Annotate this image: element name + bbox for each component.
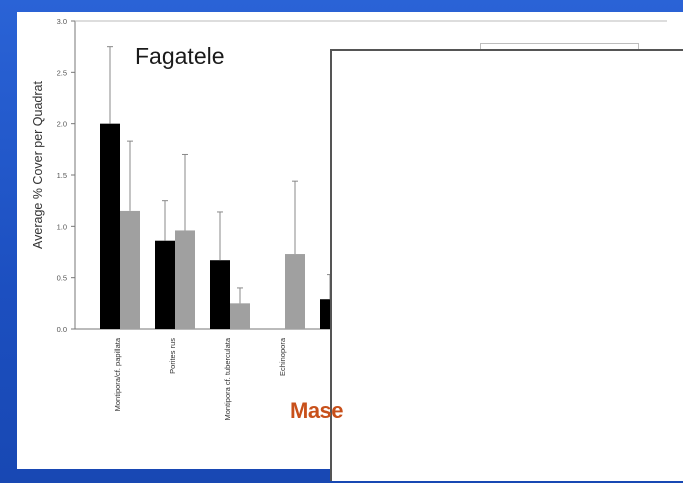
category-label: Montipora cf. tuberculata xyxy=(223,337,232,420)
bar xyxy=(285,254,305,329)
y-tick-label: 1.5 xyxy=(57,171,67,180)
y-tick-label: 3.0 xyxy=(57,17,67,26)
chart-title: Fagatele xyxy=(135,43,225,69)
overlay-text: Mase xyxy=(290,398,344,423)
category-label: Porites rus xyxy=(168,338,177,374)
bars xyxy=(100,123,360,330)
y-tick-label: 0.0 xyxy=(57,325,67,334)
y-tick-label: 2.5 xyxy=(57,68,67,77)
y-tick-label: 0.5 xyxy=(57,274,67,283)
y-ticks: 0.0 0.5 1.0 1.5 2.0 2.5 3.0 xyxy=(57,17,75,334)
bar xyxy=(120,210,140,329)
y-tick-label: 2.0 xyxy=(57,120,67,129)
bar xyxy=(175,230,195,329)
y-tick-label: 1.0 xyxy=(57,222,67,231)
category-label: Echinopora xyxy=(278,337,287,376)
bar-chart: 0.0 0.5 1.0 1.5 2.0 2.5 3.0 Montipora/cf. papi… xyxy=(57,17,667,421)
bar xyxy=(155,240,175,329)
y-axis-label: Average % Cover per Quadrat xyxy=(31,81,45,249)
category-label: Montipora/cf. papillata xyxy=(113,337,122,411)
bar xyxy=(210,260,230,329)
overlay-panel xyxy=(330,49,683,481)
error-bars xyxy=(107,46,333,304)
bar xyxy=(100,123,120,330)
bar xyxy=(230,303,250,329)
